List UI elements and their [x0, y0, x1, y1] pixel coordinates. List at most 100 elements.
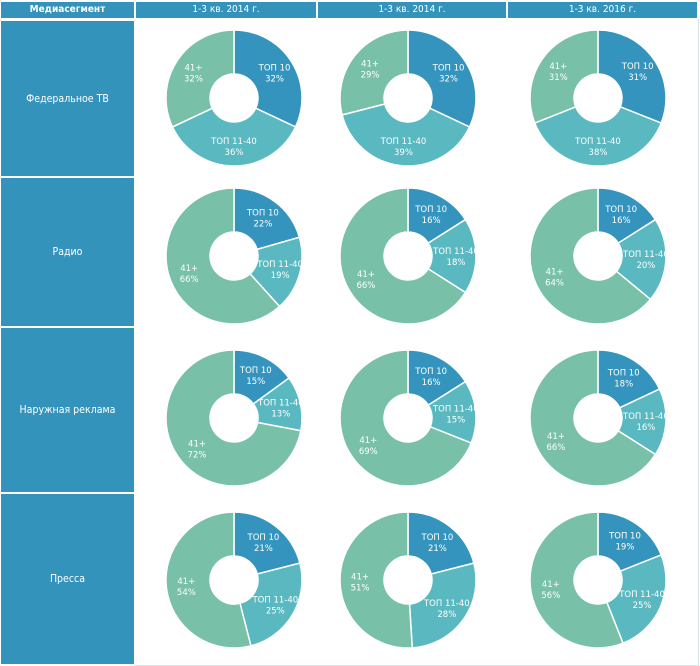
slice-value-label: 54%: [177, 588, 196, 598]
slice-label: ТОП 11-40: [251, 595, 298, 605]
donut-slice-top11-40: [427, 218, 477, 294]
slice-label: 41+: [546, 267, 564, 277]
slice-label: ТОП 10: [414, 205, 447, 215]
slice-value-label: 19%: [616, 542, 635, 552]
donut-slice-rest: [165, 29, 235, 128]
slice-label: ТОП 10: [607, 368, 640, 378]
row-label-text: Пресса: [49, 573, 86, 585]
slice-value-label: 32%: [439, 74, 458, 84]
slice-value-label: 19%: [271, 271, 290, 281]
slice-label: ТОП 10: [604, 205, 637, 215]
slice-value-label: 18%: [447, 258, 466, 268]
slice-label: ТОП 11-40: [622, 412, 669, 422]
slice-value-label: 39%: [394, 148, 413, 158]
slice-value-label: 21%: [254, 544, 273, 554]
donut-slice-top11-40: [408, 562, 477, 649]
donut-slice-rest: [165, 187, 281, 325]
slice-value-label: 28%: [437, 610, 456, 620]
slice-value-label: 51%: [351, 584, 370, 594]
slice-label: 41+: [361, 60, 379, 70]
row-label-text: Наружная реклама: [19, 404, 116, 416]
donut-slice-top11-40: [533, 105, 663, 167]
donut-slice-rest: [529, 29, 599, 125]
slice-value-label: 25%: [266, 606, 285, 616]
donut-slice-top10: [233, 187, 301, 251]
slice-label: ТОП 10: [621, 62, 654, 72]
slice-label: ТОП 11-40: [622, 250, 669, 260]
donut-slice-top10: [233, 29, 303, 128]
slice-label: 41+: [184, 63, 202, 73]
slice-label: ТОП 10: [246, 209, 279, 219]
slice-value-label: 20%: [636, 261, 655, 271]
slice-value-label: 22%: [253, 220, 272, 230]
donut-slice-rest: [529, 187, 652, 325]
slice-value-label: 56%: [541, 591, 560, 601]
donut-slice-rest: [165, 349, 302, 487]
row-label-press: Пресса: [1, 494, 134, 664]
slice-label: ТОП 10: [258, 63, 291, 73]
slice-label: ТОП 11-40: [423, 599, 470, 609]
slice-value-label: 32%: [265, 74, 284, 84]
slice-label: 41+: [542, 580, 560, 590]
donut-slice-top11-40: [249, 236, 303, 308]
header-period-1: 1-3 кв. 2014 г.: [136, 2, 316, 18]
slice-value-label: 38%: [589, 148, 608, 158]
slice-label: ТОП 11-40: [256, 260, 303, 270]
donut-slice-top10: [597, 29, 667, 125]
slice-value-label: 66%: [546, 443, 565, 453]
slice-label: 41+: [547, 432, 565, 442]
slice-label: ТОП 10: [247, 533, 280, 543]
slice-label: 41+: [357, 270, 375, 280]
donut-slice-rest: [529, 349, 657, 487]
donut-slice-top11-40: [171, 107, 297, 167]
slice-label: 41+: [188, 440, 206, 450]
donut-slice-rest: [339, 349, 473, 487]
slice-value-label: 31%: [549, 73, 568, 83]
donut-slice-top11-40: [615, 218, 667, 301]
slice-label: ТОП 11-40: [618, 590, 665, 600]
slice-label: ТОП 11-40: [432, 404, 479, 414]
slice-label: ТОП 10: [432, 63, 465, 73]
slice-value-label: 69%: [359, 447, 378, 457]
header-segment: Медиасегмент: [1, 2, 134, 18]
slice-label: ТОП 11-40: [380, 137, 427, 147]
slice-label: ТОП 10: [414, 367, 447, 377]
slice-value-label: 16%: [422, 216, 441, 226]
header-period-2: 1-3 кв. 2014 г.: [318, 2, 506, 18]
slice-label: ТОП 11-40: [574, 137, 621, 147]
slice-value-label: 32%: [184, 74, 203, 84]
slice-value-label: 31%: [628, 73, 647, 83]
slice-label: ТОП 10: [421, 533, 454, 543]
donut-slice-rest: [339, 511, 414, 649]
slice-value-label: 25%: [633, 601, 652, 611]
slice-value-label: 72%: [188, 451, 207, 461]
row-label-text: Радио: [52, 246, 83, 258]
header-period-3: 1-3 кв. 2016 г.: [508, 2, 697, 18]
row-label-outdoor: Наружная реклама: [1, 328, 134, 492]
donut-slice-rest: [339, 187, 467, 325]
slice-label: ТОП 10: [239, 366, 272, 376]
slice-value-label: 29%: [361, 71, 380, 81]
slice-value-label: 66%: [180, 275, 199, 285]
slice-label: ТОП 11-40: [432, 247, 479, 257]
slice-label: ТОП 11-40: [257, 399, 304, 409]
donut-slice-top11-40: [239, 562, 303, 647]
donut-slice-top10: [407, 511, 475, 575]
slice-label: 41+: [359, 436, 377, 446]
slice-value-label: 64%: [545, 278, 564, 288]
slice-label: 41+: [177, 577, 195, 587]
slice-value-label: 13%: [271, 410, 290, 420]
donut-slice-top10: [597, 349, 661, 409]
donut-slice-top11-40: [341, 103, 471, 167]
slice-value-label: 16%: [636, 423, 655, 433]
